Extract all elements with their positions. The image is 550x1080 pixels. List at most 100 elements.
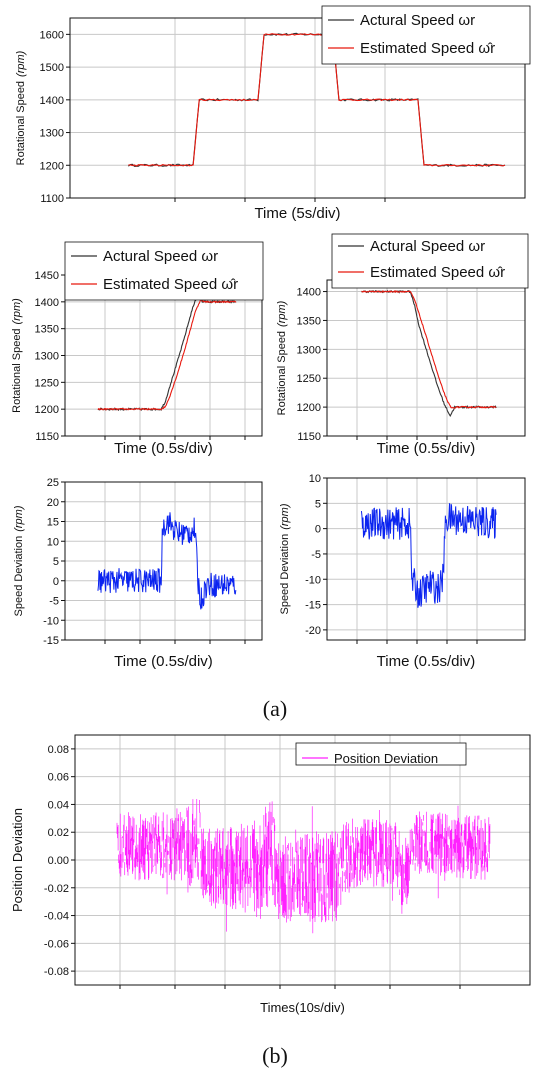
legend-label: Actural Speed ωr [370, 238, 485, 255]
y-tick-label: -20 [305, 625, 321, 637]
y-tick-label: 0.00 [48, 855, 69, 867]
y-tick-label: -15 [43, 635, 59, 647]
y-tick-label: 20 [47, 497, 59, 509]
y-tick-label: 1450 [35, 270, 59, 282]
y-axis-label-unit: (rpm) [276, 300, 288, 327]
legend: Actural Speed ωr Estimated Speed ω̂r [321, 5, 531, 65]
legend-label: Estimated Speed ω̂r [370, 264, 505, 281]
x-axis-label: Time (0.5s/div) [377, 440, 476, 457]
series-line-position-deviation [116, 798, 491, 934]
y-tick-label: 1100 [40, 193, 64, 205]
x-axis-label: Time (0.5s/div) [114, 653, 213, 670]
y-tick-label: 1400 [35, 297, 59, 309]
speed-rise-chart: 1150 1200 1250 1300 1350 1400 1450 Time (0.5s/d… [11, 241, 264, 457]
y-tick-label: 0.02 [48, 827, 69, 839]
y-tick-label: -0.02 [44, 883, 69, 895]
y-tick-label: -5 [311, 549, 321, 561]
y-axis-label-unit: (rpm) [15, 50, 27, 77]
y-tick-label: 1350 [35, 324, 59, 336]
x-axis-label: Time (5s/div) [254, 205, 340, 222]
legend: Position Deviation [295, 742, 467, 766]
y-tick-label: -10 [305, 574, 321, 586]
series-line-speed-deviation [97, 512, 237, 610]
y-tick-label: -0.06 [44, 938, 69, 950]
series-line-actual-speed [361, 289, 497, 417]
y-tick-label: 1200 [35, 404, 59, 416]
y-tick-label: 10 [47, 536, 59, 548]
y-axis-label: Rotational Speed (rpm) [15, 50, 27, 165]
legend-box [331, 233, 529, 289]
y-tick-label: 10 [309, 473, 321, 485]
position-deviation-chart: -0.08 -0.06 -0.04 -0.02 0.00 0.02 0.04 0.06 0.08… [10, 734, 531, 1015]
x-axis-label: Time (0.5s/div) [377, 653, 476, 670]
legend-label: Actural Speed ωr [360, 12, 475, 29]
legend-box [295, 742, 467, 766]
speed-full-chart: 1100 1200 1300 1400 1500 1600 Time (5s/div) Rot… [15, 5, 531, 222]
y-axis-label-unit: (rpm) [13, 505, 25, 532]
y-axis-label-text: Rotational Speed [11, 328, 23, 412]
y-tick-label: 1200 [40, 160, 64, 172]
y-tick-label: 0.08 [48, 744, 69, 756]
y-axis-label-text: Rotational Speed [15, 81, 27, 165]
y-tick-label: 1250 [297, 373, 321, 385]
y-tick-label: -10 [43, 615, 59, 627]
y-tick-label: -5 [49, 596, 59, 608]
series-line-speed-deviation [360, 503, 497, 608]
y-tick-label: -15 [305, 600, 321, 612]
panel-label-b: (b) [262, 1043, 288, 1068]
y-tick-label: -0.04 [44, 911, 69, 923]
y-axis-label: Rotational Speed (rpm) [11, 298, 23, 413]
y-tick-label: 1150 [35, 431, 59, 443]
y-tick-label: 1300 [40, 128, 64, 140]
y-axis-label-text: Speed Deviation [13, 536, 25, 617]
y-axis-label: Speed Deviation (rpm) [13, 505, 25, 616]
y-tick-label: 1500 [40, 62, 64, 74]
panel-label-a: (a) [263, 696, 287, 721]
y-tick-label: 15 [47, 517, 59, 529]
legend: Actural Speed ωr Estimated Speed ω̂r [64, 241, 264, 301]
y-axis-label-text: Position Deviation [10, 808, 25, 912]
y-tick-label: 5 [53, 556, 59, 568]
y-tick-label: 0 [53, 576, 59, 588]
series-line-estimated-speed [97, 298, 237, 411]
y-axis-label: Position Deviation [10, 808, 25, 912]
y-axis-label: Speed Deviation (rpm) [279, 503, 291, 614]
series-line-estimated-speed [128, 33, 506, 167]
y-axis-label-unit: (rpm) [279, 503, 291, 530]
y-axis-label-text: Rotational Speed [276, 331, 288, 415]
y-tick-label: -0.08 [44, 966, 69, 978]
y-tick-label: 1300 [297, 344, 321, 356]
x-axis-label: Times(10s/div) [260, 1000, 345, 1015]
legend-box [321, 5, 531, 65]
y-tick-label: 1350 [297, 315, 321, 327]
x-axis-label: Time (0.5s/div) [114, 440, 213, 457]
y-tick-label: 1150 [297, 431, 321, 443]
speed-fall-chart: 1150 1200 1250 1300 1350 1400 Time (0.5s/div) R… [276, 233, 529, 457]
y-axis-label-text: Speed Deviation [279, 534, 291, 615]
y-axis-label: Rotational Speed (rpm) [276, 300, 288, 415]
y-axis-label-unit: (rpm) [11, 298, 23, 325]
plot-frame [69, 17, 526, 199]
y-tick-label: 0.04 [48, 799, 69, 811]
y-tick-label: 1200 [297, 402, 321, 414]
deviation-fall-chart: -20 -15 -10 -5 0 5 10 Time (0.5s/div) Speed Devi… [279, 473, 526, 670]
y-tick-label: 1600 [40, 29, 64, 41]
legend-label: Actural Speed ωr [103, 248, 218, 265]
deviation-rise-chart: -15 -10 -5 0 5 10 15 20 25 Time (0.5s/div) Speed D… [13, 477, 263, 670]
y-tick-label: 1400 [297, 287, 321, 299]
legend-box [64, 241, 264, 301]
legend: Actural Speed ωr Estimated Speed ω̂r [331, 233, 529, 289]
y-tick-label: 5 [315, 498, 321, 510]
y-tick-label: 1400 [40, 95, 64, 107]
series-line-estimated-speed [361, 290, 497, 409]
y-tick-label: 1300 [35, 351, 59, 363]
y-tick-label: 0.06 [48, 772, 69, 784]
y-tick-label: 1250 [35, 377, 59, 389]
legend-label: Position Deviation [334, 751, 438, 766]
plot-frame [326, 477, 526, 641]
legend-label: Estimated Speed ω̂r [103, 276, 238, 293]
y-tick-label: 25 [47, 477, 59, 489]
legend-label: Estimated Speed ω̂r [360, 40, 495, 57]
series-line-actual-speed [97, 292, 237, 412]
